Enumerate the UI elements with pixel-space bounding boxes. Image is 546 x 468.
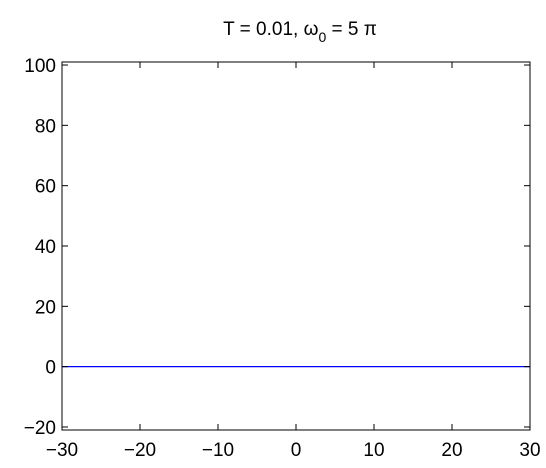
chart-title-subscript: 0	[318, 29, 326, 45]
y-tick-label: 80	[35, 116, 56, 137]
y-tick-label: 40	[35, 237, 56, 258]
y-tick-label: 20	[35, 297, 56, 318]
x-tick-label: 30	[519, 440, 540, 461]
x-tick-label: −20	[124, 440, 156, 461]
y-tick-label: 60	[35, 177, 56, 198]
chart-title: T = 0.01, ω0 = 5 π	[223, 19, 377, 45]
chart-title-main: T = 0.01, ω	[223, 19, 318, 40]
plot-area	[61, 61, 531, 431]
y-tick-label: 100	[24, 56, 56, 77]
y-tick-label: −20	[24, 418, 56, 439]
x-tick-label: 10	[363, 440, 384, 461]
x-tick-label: −30	[46, 440, 78, 461]
y-tick-label: 0	[45, 358, 56, 379]
x-tick-label: 20	[441, 440, 462, 461]
x-tick-label: 0	[291, 440, 302, 461]
chart-title-suffix: = 5 π	[326, 19, 377, 40]
x-tick-label: −10	[202, 440, 234, 461]
